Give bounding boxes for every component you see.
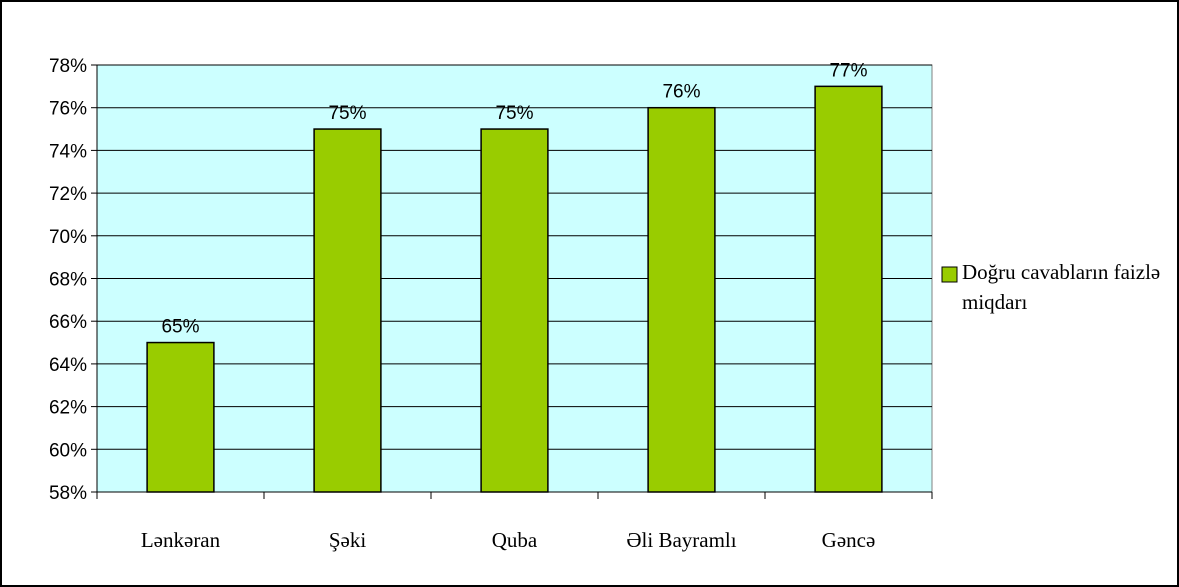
y-tick-label: 72% <box>49 184 87 205</box>
data-label: 75% <box>328 103 366 124</box>
x-tick-label: Quba <box>492 528 538 552</box>
x-tick-label: Lənkəran <box>141 528 221 552</box>
y-tick-label: 70% <box>49 227 87 248</box>
bar <box>313 128 382 493</box>
data-label: 77% <box>829 60 867 81</box>
x-tick-label: Gəncə <box>822 528 876 552</box>
y-tick-label: 62% <box>49 398 87 419</box>
x-tick-label: Şəki <box>329 528 367 552</box>
legend-swatch <box>941 266 958 283</box>
legend-label: Doğru cavabların faizlə miqdarı <box>962 260 1161 314</box>
y-tick-label: 78% <box>49 56 87 77</box>
data-label: 76% <box>662 82 700 103</box>
data-label: 75% <box>495 103 533 124</box>
y-tick-label: 76% <box>49 99 87 120</box>
data-label: 65% <box>161 317 199 338</box>
y-tick-label: 64% <box>49 355 87 376</box>
bar <box>647 106 716 493</box>
y-tick-label: 60% <box>49 440 87 461</box>
bar <box>480 128 549 493</box>
y-tick-label: 58% <box>49 483 87 504</box>
y-tick-label: 66% <box>49 312 87 333</box>
y-tick-label: 68% <box>49 270 87 291</box>
bar <box>814 85 883 493</box>
legend: Doğru cavabların faizlə miqdarı <box>962 260 1161 314</box>
x-tick-label: Əli Bayramlı <box>626 528 736 552</box>
y-tick-label: 74% <box>49 141 87 162</box>
bar <box>146 341 215 493</box>
